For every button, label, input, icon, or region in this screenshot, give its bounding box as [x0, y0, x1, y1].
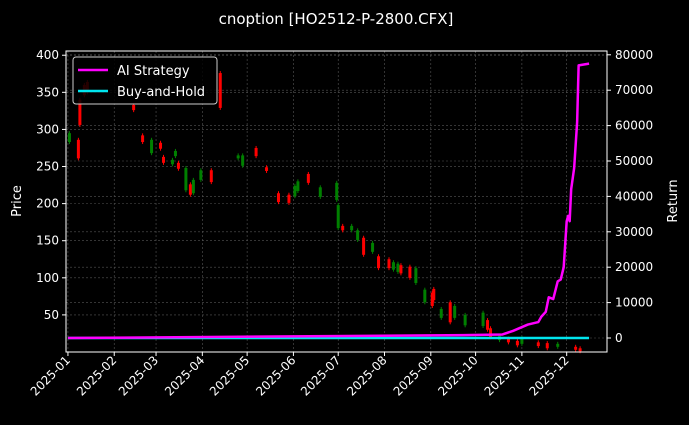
candle-body — [520, 337, 524, 344]
candle-body — [162, 156, 166, 163]
y-tick-label-right: 80000 — [615, 48, 653, 62]
legend: AI Strategy Buy-and-Hold — [72, 56, 218, 105]
candle-body — [218, 73, 222, 108]
y-axis-label-left: Price — [10, 185, 25, 217]
candle-body — [191, 179, 195, 194]
candle-body — [556, 343, 560, 347]
x-tick-label: 2025-10 — [435, 353, 480, 398]
x-tick-label: 2025-11 — [482, 353, 527, 398]
candle-body — [336, 205, 340, 229]
candle-body — [448, 302, 452, 323]
candle-body — [536, 342, 540, 347]
candle-body — [173, 150, 177, 157]
candle-body — [377, 256, 381, 269]
candle-body — [396, 263, 400, 272]
candle-body — [578, 348, 582, 352]
x-tick-label: 2025-08 — [344, 353, 389, 398]
y-tick-label-right: 50000 — [615, 154, 653, 168]
candle-body — [209, 170, 213, 183]
candle-body — [159, 142, 163, 149]
candle-body — [276, 193, 280, 203]
y-tick-label-right: 70000 — [615, 83, 653, 97]
x-tick-label: 2025-07 — [298, 353, 343, 398]
y-tick-label-left: 350 — [36, 85, 59, 99]
candle-body — [241, 155, 245, 166]
y-axis-label-right: Return — [666, 179, 681, 222]
candle-body — [408, 266, 412, 278]
candle-body — [306, 173, 310, 183]
candle-body — [335, 182, 339, 200]
plot-frame — [65, 50, 608, 353]
x-tick-label: 2025-09 — [391, 353, 436, 398]
series-lines — [67, 62, 590, 340]
x-tick-label: 2025-02 — [74, 353, 119, 398]
candle-body — [199, 170, 203, 180]
candle-body — [350, 225, 354, 231]
legend-label-ai-strategy: AI Strategy — [117, 64, 190, 79]
candle-body — [236, 155, 240, 159]
candle-body — [387, 259, 391, 269]
candle-body — [293, 185, 297, 197]
candles — [67, 71, 582, 354]
candle-body — [265, 167, 269, 171]
candle-body — [453, 306, 457, 318]
x-tick-label: 2025-04 — [162, 353, 207, 398]
y-tick-label-left: 400 — [36, 48, 59, 62]
candle-body — [489, 328, 493, 338]
candle-body — [318, 187, 322, 197]
candle-body — [439, 308, 443, 318]
candle-body — [362, 237, 366, 255]
candle-body — [78, 99, 82, 125]
candle-body — [76, 139, 80, 159]
candle-body — [481, 312, 485, 327]
x-tick-label: 2025-03 — [116, 353, 161, 398]
x-tick-label: 2025-06 — [253, 353, 298, 398]
y-tick-label-right: 30000 — [615, 225, 653, 239]
candle-body — [371, 242, 375, 252]
y-tick-label-left: 250 — [36, 160, 59, 174]
candle-body — [67, 133, 71, 143]
candle-body — [506, 338, 510, 343]
candle-body — [399, 265, 403, 274]
y-tick-label-right: 20000 — [615, 260, 653, 274]
candle-body — [287, 194, 291, 203]
candle-body — [414, 268, 418, 284]
candle-body — [170, 159, 174, 165]
x-tick-label: 2025-12 — [526, 353, 571, 398]
candle-body — [423, 289, 427, 303]
candle-body — [463, 314, 467, 326]
candle-body — [141, 135, 145, 143]
candle-body — [341, 225, 345, 231]
candle-body — [184, 168, 188, 191]
candle-body — [150, 139, 154, 154]
candle-body — [432, 288, 436, 301]
x-tick-label: 2025-01 — [28, 353, 73, 398]
candle-body — [574, 346, 578, 350]
y-tick-label-left: 300 — [36, 122, 59, 136]
candle-body — [254, 147, 258, 157]
y-tick-label-left: 150 — [36, 234, 59, 248]
candle-body — [132, 104, 136, 111]
candle-body — [515, 340, 519, 346]
candle-body — [176, 162, 180, 169]
series-line-ai-strategy — [67, 62, 590, 340]
y-tick-label-left: 200 — [36, 197, 59, 211]
y-tick-label-right: 40000 — [615, 189, 653, 203]
candle-body — [545, 343, 549, 349]
candle-body — [486, 320, 490, 330]
candle-body — [391, 262, 395, 270]
candle-body — [188, 184, 192, 195]
x-tick-label: 2025-05 — [207, 353, 252, 398]
y-tick-label-left: 100 — [36, 271, 59, 285]
y-tick-label-right: 60000 — [615, 119, 653, 133]
chart-title: cnoption [HO2512-P-2800.CFX] — [219, 10, 454, 28]
candle-body — [356, 230, 360, 240]
y-tick-label-left: 50 — [44, 308, 59, 322]
y-tick-label-right: 0 — [615, 331, 623, 345]
legend-label-buy-and-hold: Buy-and-Hold — [117, 85, 205, 100]
y-tick-label-right: 10000 — [615, 296, 653, 310]
candle-body — [296, 181, 300, 192]
